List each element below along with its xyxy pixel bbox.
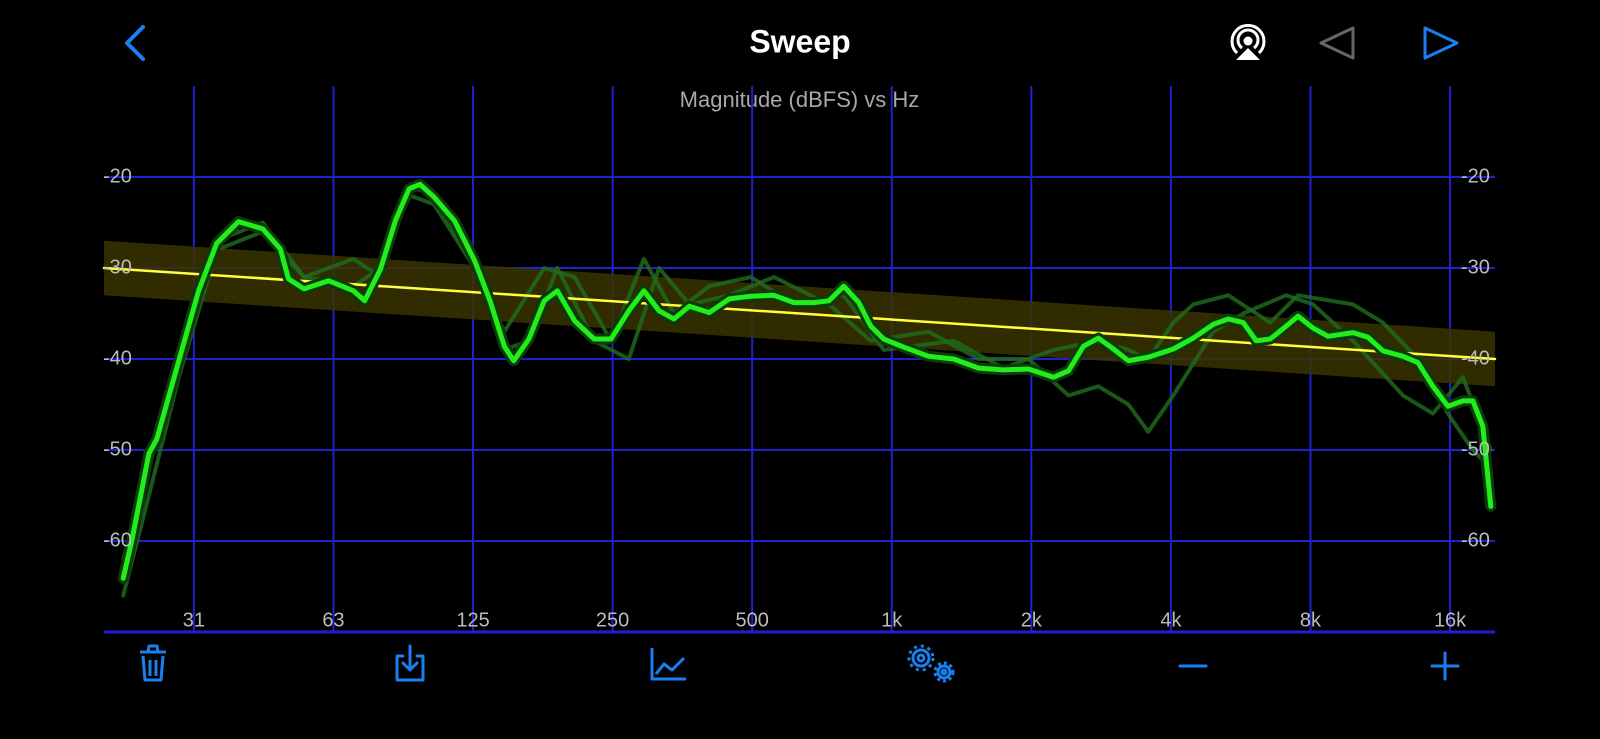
chart-title: Magnitude (dBFS) vs Hz: [680, 87, 920, 112]
y-tick-label: -60: [103, 529, 132, 551]
y-tick-label-right: -40: [1461, 347, 1490, 369]
back-button[interactable]: [125, 25, 145, 61]
chart-button[interactable]: [650, 648, 686, 681]
y-tick-label: -40: [103, 347, 132, 369]
y-tick-label-right: -30: [1461, 256, 1490, 278]
airplay-button[interactable]: [1230, 23, 1266, 60]
x-tick-label: 500: [735, 609, 768, 631]
x-tick-label: 31: [183, 609, 205, 631]
zoom-in-button[interactable]: [1430, 651, 1460, 681]
y-tick-label-right: -20: [1461, 165, 1490, 187]
x-tick-label: 63: [322, 609, 344, 631]
x-tick-label: 4k: [1160, 609, 1182, 631]
x-tick-label: 16k: [1434, 609, 1467, 631]
response-line: [120, 181, 1494, 581]
settings-button[interactable]: [907, 644, 955, 683]
response-line-faint: [121, 184, 1493, 562]
screen-title: Sweep: [749, 23, 850, 59]
y-tick-label: -50: [103, 438, 132, 460]
x-tick-label: 250: [596, 609, 629, 631]
x-tick-label: 8k: [1300, 609, 1322, 631]
x-tick-label: 1k: [881, 609, 903, 631]
export-button[interactable]: [395, 644, 425, 682]
response-line-faint: [121, 193, 1493, 598]
previous-button[interactable]: [1319, 26, 1355, 60]
y-tick-label: -20: [103, 165, 132, 187]
delete-button[interactable]: [140, 644, 166, 682]
x-tick-label: 125: [456, 609, 489, 631]
x-tick-label: 2k: [1021, 609, 1043, 631]
plot: Magnitude (dBFS) vs Hz 31 63 125 250 500 1k 2k 4…: [102, 86, 1497, 634]
y-tick-label-right: -50: [1461, 438, 1490, 460]
play-button[interactable]: [1423, 26, 1459, 60]
line-glow: [117, 178, 1497, 584]
y-tick-label: -30: [103, 256, 132, 278]
y-tick-label-right: -60: [1461, 529, 1490, 551]
